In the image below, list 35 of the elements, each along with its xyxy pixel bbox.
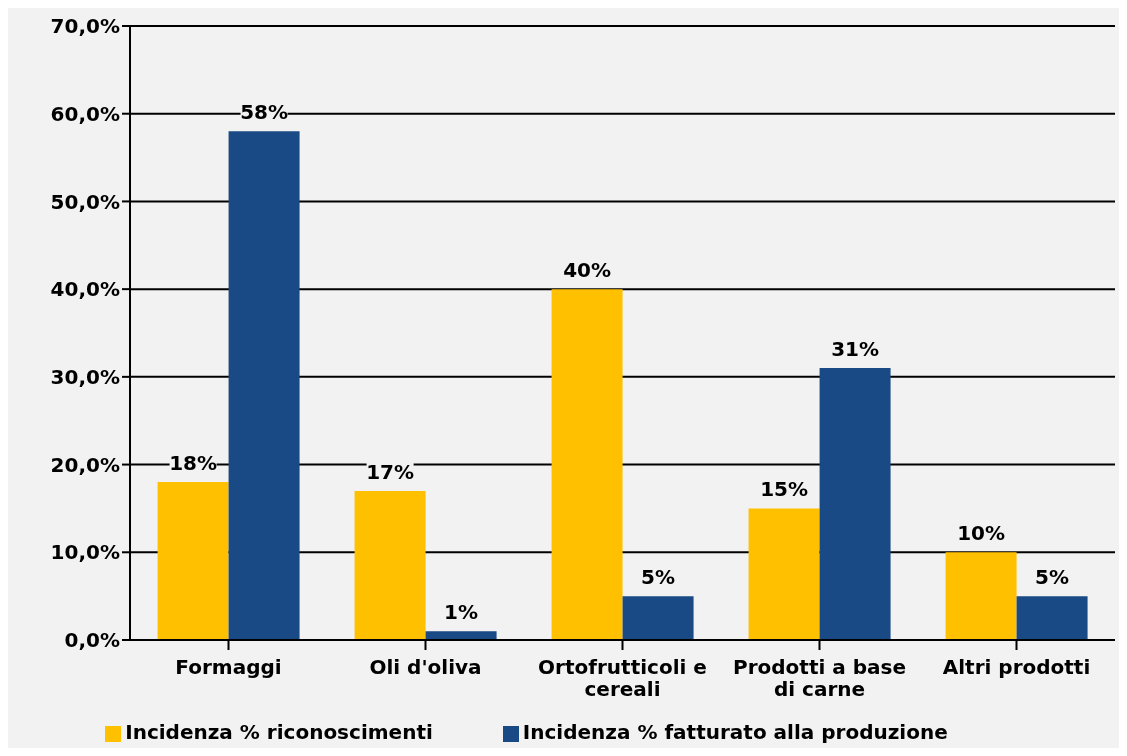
data-label: 1% [444, 600, 479, 625]
y-tick-label: 10,0% [50, 540, 120, 565]
bar [425, 631, 497, 640]
data-label: 18% [169, 451, 218, 476]
y-tick-label: 20,0% [50, 452, 120, 477]
data-label: 5% [1035, 565, 1070, 590]
y-tick-label: 30,0% [50, 364, 120, 389]
data-label: 15% [760, 477, 809, 502]
bar [748, 508, 820, 640]
data-label: 10% [957, 521, 1006, 546]
x-tick-label: Formaggi [175, 655, 282, 679]
bar [157, 482, 229, 640]
x-tick-label: Prodotti a base di carne [733, 655, 906, 701]
data-label: 58% [240, 100, 289, 125]
y-tick-label: 50,0% [50, 189, 120, 214]
data-label: 17% [366, 459, 415, 484]
bar [551, 289, 623, 640]
y-tick-label: 0,0% [64, 628, 120, 653]
y-tick-label: 70,0% [50, 14, 120, 39]
bar [354, 490, 426, 640]
legend-label: Incidenza % riconoscimenti [125, 720, 433, 744]
x-tick-label: Oli d'oliva [369, 655, 482, 679]
y-tick-label: 40,0% [50, 277, 120, 302]
x-tick-label: Ortofrutticoli e cereali [538, 655, 707, 701]
x-tick-label: Altri prodotti [942, 655, 1091, 679]
y-tick-label: 60,0% [50, 101, 120, 126]
bar [622, 596, 694, 640]
legend-label: Incidenza % fatturato alla produzione [522, 720, 948, 744]
bar [1016, 596, 1088, 640]
data-label: 5% [641, 565, 676, 590]
bar [945, 552, 1017, 640]
bar [819, 368, 891, 640]
bar [228, 131, 300, 640]
data-label: 40% [563, 258, 612, 283]
data-label: 31% [831, 337, 880, 362]
